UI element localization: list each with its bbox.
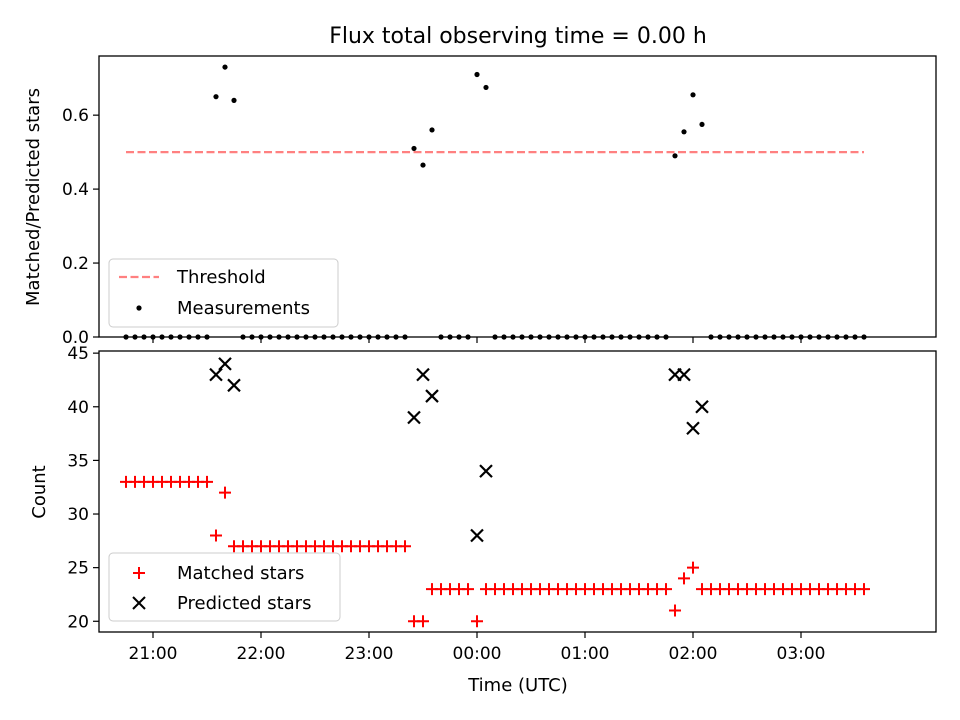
- top-y-tick-label: 0.2: [62, 254, 89, 274]
- measurement-point: [429, 127, 435, 133]
- legend-measurements-swatch: [136, 305, 142, 311]
- predicted-star-point: [227, 378, 241, 393]
- matched-star-point: [858, 583, 870, 596]
- matched-star-point: [471, 615, 483, 628]
- matched-star-point: [417, 615, 429, 628]
- bottom-y-tick-label: 25: [67, 559, 89, 579]
- top-legend-box: [108, 258, 339, 328]
- bottom-y-tick-label: 20: [67, 612, 89, 632]
- top-legend: Threshold Measurements: [108, 258, 339, 328]
- bottom-y-tick-label: 35: [67, 451, 89, 471]
- predicted-star-point: [686, 421, 700, 435]
- matched-star-point: [201, 475, 213, 488]
- measurement-point: [474, 71, 480, 78]
- bottom-y-ticks: 20 25 30 35 40 45: [67, 344, 99, 632]
- predicted-star-point: [695, 399, 709, 414]
- bottom-x-ticks: 21:00 22:00 23:00 00:00 01:00 02:00 03:00: [129, 337, 826, 664]
- chart-title: Flux total observing time = 0.00 h: [329, 24, 707, 49]
- bottom-y-tick-label: 40: [67, 398, 89, 418]
- x-tick-label: 22:00: [237, 644, 286, 664]
- x-tick-label: 23:00: [345, 644, 394, 664]
- top-y-axis-label: Matched/Predicted stars: [23, 88, 44, 306]
- legend-predicted-label: Predicted stars: [177, 593, 311, 614]
- x-tick-label: 21:00: [129, 644, 178, 664]
- x-tick-label: 01:00: [561, 644, 610, 664]
- top-y-tick-label: 0.0: [62, 328, 89, 348]
- measurement-point: [690, 92, 696, 98]
- matched-star-point: [399, 540, 411, 553]
- bottom-y-tick-label: 45: [67, 344, 89, 364]
- predicted-star-point: [677, 367, 691, 382]
- measurement-point: [411, 145, 417, 152]
- bottom-y-axis-label: Count: [29, 465, 50, 518]
- matched-star-point: [678, 572, 690, 585]
- matched-star-point: [660, 583, 672, 596]
- predicted-star-point: [416, 367, 430, 382]
- measurement-point: [672, 153, 678, 159]
- bottom-axes-frame: [98, 350, 937, 633]
- matched-star-point: [219, 486, 231, 499]
- predicted-star-point: [218, 357, 232, 371]
- top-y-tick-label: 0.6: [62, 106, 89, 126]
- top-panel: 0.0 0.2 0.4 0.6 Matched/Predicted stars Thr…: [23, 55, 937, 348]
- legend-matched-swatch: [133, 567, 145, 579]
- measurement-point: [483, 84, 489, 91]
- x-axis-label: Time (UTC): [467, 675, 568, 696]
- matched-star-point: [669, 604, 681, 617]
- measurement-point: [699, 121, 705, 128]
- predicted-star-point: [407, 410, 421, 425]
- legend-threshold-label: Threshold: [176, 267, 266, 288]
- predicted-star-point: [479, 464, 493, 478]
- legend-matched-label: Matched stars: [177, 563, 304, 584]
- bottom-legend-box: [108, 552, 341, 622]
- top-y-tick-label: 0.4: [62, 180, 89, 200]
- bottom-y-tick-label: 30: [67, 505, 89, 525]
- matched-star-point: [687, 561, 699, 574]
- measurement-point: [222, 64, 228, 70]
- predicted-star-point: [470, 528, 484, 543]
- bottom-panel: 20 25 30 35 40 45 21:00 22:00 23:00 00:00 01:00 02…: [29, 337, 937, 696]
- measurement-point: [681, 129, 687, 135]
- predicted-star-point: [209, 367, 223, 382]
- legend-predicted-swatch: [132, 596, 146, 610]
- measurement-point: [231, 97, 237, 103]
- matched-star-point: [462, 583, 474, 596]
- matched-star-point: [210, 529, 222, 542]
- x-tick-label: 00:00: [453, 644, 502, 664]
- bottom-plot-marks: [120, 357, 870, 628]
- top-y-ticks: 0.0 0.2 0.4 0.6: [62, 106, 99, 348]
- x-tick-label: 03:00: [777, 644, 826, 664]
- measurement-point: [420, 162, 426, 168]
- legend-measurements-label: Measurements: [177, 298, 310, 319]
- measurement-point: [213, 94, 219, 100]
- x-tick-label: 02:00: [669, 644, 718, 664]
- predicted-star-point: [425, 389, 439, 403]
- top-axes-frame: [98, 55, 937, 338]
- bottom-legend: Matched stars Predicted stars: [108, 552, 341, 622]
